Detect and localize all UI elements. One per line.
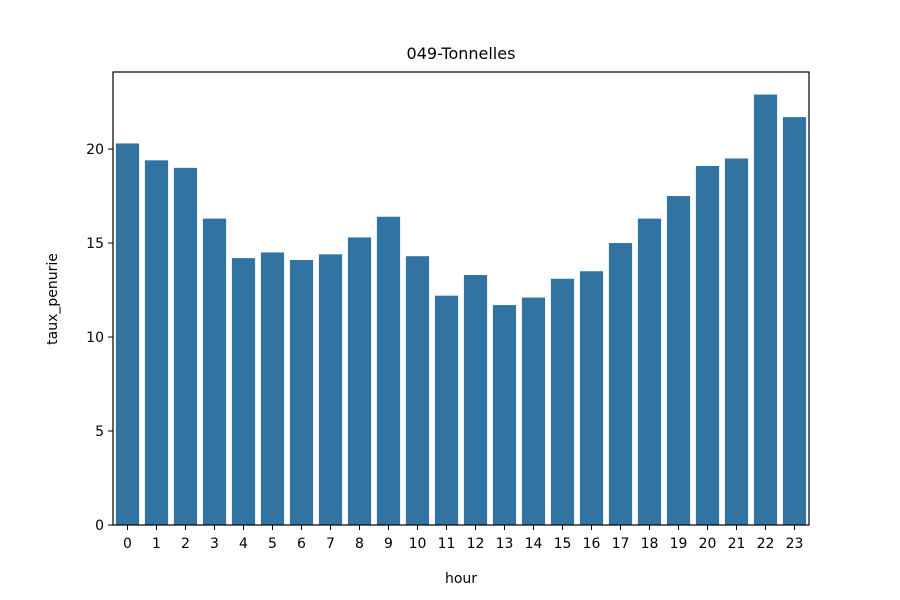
x-axis-ticks: 0 1 2 3 4 5 6 7 8 9 10 11 12 13 14 15 16 17 18 19 20 21 22 23 xyxy=(123,525,803,552)
y-axis-ticks: 0 5 10 15 20 xyxy=(86,142,113,534)
x-tick-label-2: 2 xyxy=(181,536,190,552)
x-tick-label-15: 15 xyxy=(554,536,572,552)
x-tick-label-4: 4 xyxy=(239,536,248,552)
x-tick-label-11: 11 xyxy=(438,536,456,552)
x-tick-label-1: 1 xyxy=(152,536,161,552)
plot-frame xyxy=(112,71,810,526)
y-tick-label-15: 15 xyxy=(86,236,104,252)
bar-hour-1 xyxy=(144,160,169,525)
x-tick-label-3: 3 xyxy=(210,536,219,552)
bar-hour-3 xyxy=(202,218,227,526)
bar-hour-21 xyxy=(724,158,749,525)
x-tick-label-8: 8 xyxy=(355,536,364,552)
x-tick-label-20: 20 xyxy=(699,536,717,552)
bar-hour-8 xyxy=(347,237,372,525)
x-tick-label-18: 18 xyxy=(641,536,659,552)
bar-hour-12 xyxy=(463,275,488,525)
bar-hour-18 xyxy=(637,218,662,526)
bar-hour-16 xyxy=(579,271,604,525)
bar-hour-2 xyxy=(173,167,198,526)
bar-hour-4 xyxy=(231,258,256,525)
bar-hour-5 xyxy=(260,252,285,525)
bar-hour-23 xyxy=(782,117,807,526)
y-tick-label-5: 5 xyxy=(95,424,104,440)
bar-hour-6 xyxy=(289,259,314,525)
x-tick-label-9: 9 xyxy=(384,536,393,552)
x-tick-label-22: 22 xyxy=(757,536,775,552)
x-tick-label-21: 21 xyxy=(728,536,746,552)
x-tick-label-0: 0 xyxy=(123,536,132,552)
x-tick-label-12: 12 xyxy=(467,536,485,552)
bar-hour-15 xyxy=(550,278,575,525)
chart-title: 049-Tonnelles xyxy=(407,44,516,63)
bar-hour-17 xyxy=(608,243,633,526)
y-axis-label: taux_penurie xyxy=(45,253,61,345)
x-tick-label-13: 13 xyxy=(496,536,514,552)
bar-hour-19 xyxy=(666,196,691,525)
bar-hour-22 xyxy=(753,94,778,525)
x-tick-label-17: 17 xyxy=(612,536,630,552)
bar-hour-9 xyxy=(376,216,401,526)
bar-hour-11 xyxy=(434,295,459,525)
x-tick-label-6: 6 xyxy=(297,536,306,552)
bars-group xyxy=(115,94,807,526)
x-tick-label-23: 23 xyxy=(786,536,804,552)
bar-hour-10 xyxy=(405,256,430,525)
x-tick-label-10: 10 xyxy=(409,536,427,552)
bar-hour-14 xyxy=(521,297,546,525)
y-tick-label-0: 0 xyxy=(95,518,104,534)
bar-hour-7 xyxy=(318,254,343,525)
x-axis-label: hour xyxy=(445,571,477,587)
y-tick-label-10: 10 xyxy=(86,330,104,346)
bar-hour-20 xyxy=(695,165,720,526)
x-tick-label-7: 7 xyxy=(326,536,335,552)
x-tick-label-14: 14 xyxy=(525,536,543,552)
x-tick-label-16: 16 xyxy=(583,536,601,552)
y-tick-label-20: 20 xyxy=(86,142,104,158)
x-tick-label-5: 5 xyxy=(268,536,277,552)
x-tick-label-19: 19 xyxy=(670,536,688,552)
bar-hour-13 xyxy=(492,305,517,525)
bar-hour-0 xyxy=(115,143,140,525)
